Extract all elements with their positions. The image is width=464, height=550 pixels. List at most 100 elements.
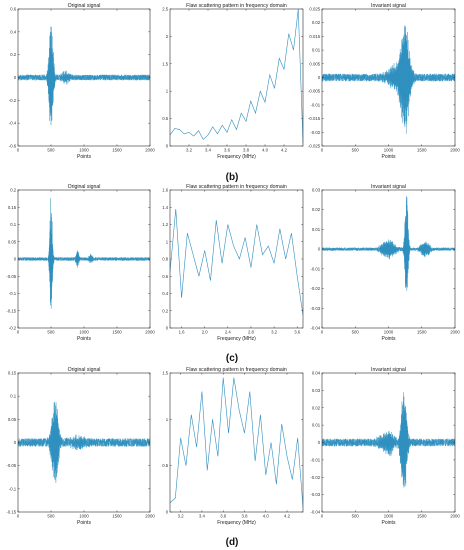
y-tick-label: 0.2 — [162, 308, 169, 313]
y-tick-label: 0.05 — [8, 239, 17, 244]
x-tick-label: 1000 — [384, 330, 394, 335]
y-tick-label: 1 — [166, 89, 169, 94]
y-tick-label: 0.2 — [10, 52, 17, 57]
y-tick-label: 2.5 — [162, 7, 169, 12]
y-tick-label: 0.15 — [8, 205, 17, 210]
x-tick-label: 2.8 — [248, 330, 255, 335]
y-tick-label: 0.05 — [8, 417, 17, 422]
y-tick-label: -0.15 — [6, 308, 16, 313]
x-tick-label: 3.6 — [220, 514, 227, 519]
y-tick-label: 0.02 — [312, 207, 321, 212]
panel-title: Flaw scattering pattern in frequency dom… — [186, 184, 287, 190]
series-line — [18, 26, 150, 126]
y-tick-label: 0 — [166, 144, 169, 149]
series-line — [322, 25, 455, 134]
x-tick-label: 4.2 — [281, 148, 288, 153]
x-tick-label: 4.0 — [262, 148, 269, 153]
y-tick-label: 0 — [166, 510, 169, 515]
y-tick-label: -0.005 — [308, 89, 321, 94]
x-axis-label: Points — [77, 154, 91, 160]
y-tick-label: -0.04 — [310, 510, 320, 515]
x-tick-label: 1.6 — [179, 330, 186, 335]
x-tick-label: 1000 — [79, 148, 89, 153]
row-label-c: (c) — [226, 353, 238, 364]
x-tick-label: 2.0 — [202, 330, 209, 335]
x-tick-label: 0 — [17, 514, 20, 519]
panel-title: Original signal — [68, 367, 101, 373]
y-tick-label: 0.01 — [312, 423, 321, 428]
x-tick-label: 1500 — [417, 148, 427, 153]
y-tick-label: 0.1 — [10, 222, 17, 227]
x-tick-label: 2000 — [450, 514, 460, 519]
row-label-d: (d) — [226, 537, 239, 548]
y-tick-label: 0.02 — [312, 20, 321, 25]
x-tick-label: 500 — [47, 514, 55, 519]
x-tick-label: 0 — [321, 514, 324, 519]
y-tick-label: 0 — [166, 326, 169, 331]
y-tick-label: -0.03 — [310, 492, 320, 497]
x-tick-label: 3.4 — [205, 148, 212, 153]
series-line — [170, 377, 303, 508]
y-tick-label: -0.1 — [9, 486, 17, 491]
x-axis-label: Points — [77, 336, 91, 342]
y-tick-label: 1 — [166, 239, 169, 244]
panel-title: Flaw scattering pattern in frequency dom… — [186, 367, 287, 373]
y-tick-label: 2 — [166, 34, 169, 39]
x-tick-label: 1500 — [417, 330, 427, 335]
panel-1-1: 1.6 2.0 2.4 2.8 3.2 3.6 0 0.2 0.4 0.6 0.8 1 1.2 1.4 1.… — [162, 184, 304, 342]
x-tick-label: 0 — [17, 148, 20, 153]
y-tick-label: 0.6 — [10, 7, 17, 12]
y-tick-label: 0.02 — [312, 405, 321, 410]
x-axis-label: Frequency (MHz) — [217, 336, 256, 342]
x-tick-label: 1500 — [417, 514, 427, 519]
panel-title: Invariant signal — [371, 184, 406, 190]
x-tick-label: 1500 — [112, 148, 122, 153]
x-tick-label: 2000 — [145, 330, 155, 335]
y-tick-label: 0.03 — [312, 188, 321, 193]
x-tick-label: 1000 — [79, 330, 89, 335]
y-tick-label: -0.15 — [6, 510, 16, 515]
y-tick-label: 0.5 — [162, 116, 169, 121]
x-tick-label: 3.2 — [271, 330, 278, 335]
panel-title: Original signal — [68, 3, 101, 9]
series-line — [322, 392, 455, 488]
series-line — [18, 197, 150, 309]
panel-1-0: 0 500 1000 1500 2000 -0.2 -0.15 -0.1 -0.05 0 0.05 0… — [6, 184, 155, 342]
y-tick-label: 0.6 — [162, 274, 169, 279]
series-line — [322, 196, 455, 291]
y-tick-label: 0.4 — [162, 291, 169, 296]
y-tick-label: 0.2 — [10, 188, 17, 193]
y-tick-label: 0 — [14, 440, 17, 445]
y-tick-label: -0.04 — [310, 326, 320, 331]
y-tick-label: 0.8 — [162, 257, 169, 262]
y-tick-label: 0.015 — [309, 34, 320, 39]
series-line — [170, 208, 303, 316]
y-tick-label: 1.6 — [162, 188, 169, 193]
x-axis-label: Frequency (MHz) — [217, 520, 256, 526]
y-tick-label: 0.04 — [312, 371, 321, 376]
series-line — [18, 401, 150, 483]
x-tick-label: 4.0 — [263, 514, 270, 519]
x-tick-label: 500 — [47, 148, 55, 153]
y-tick-label: 0.03 — [312, 388, 321, 393]
x-axis-label: Points — [382, 154, 396, 160]
x-tick-label: 3.8 — [243, 148, 250, 153]
x-axis-label: Frequency (MHz) — [217, 154, 256, 160]
panel-title: Original signal — [68, 184, 101, 190]
x-tick-label: 3.2 — [186, 148, 193, 153]
x-axis-label: Points — [382, 520, 396, 526]
y-tick-label: -0.02 — [310, 130, 320, 135]
y-tick-label: -0.4 — [9, 121, 17, 126]
x-tick-label: 1000 — [384, 148, 394, 153]
y-tick-label: -0.02 — [310, 286, 320, 291]
y-tick-label: -0.01 — [310, 457, 320, 462]
y-tick-label: -0.05 — [6, 274, 16, 279]
y-tick-label: -0.01 — [310, 266, 320, 271]
y-tick-label: 0.15 — [8, 371, 17, 376]
x-tick-label: 2000 — [145, 514, 155, 519]
x-tick-label: 500 — [352, 330, 360, 335]
x-tick-label: 2000 — [450, 148, 460, 153]
x-axis-label: Points — [382, 336, 396, 342]
axes-frame — [321, 189, 456, 329]
